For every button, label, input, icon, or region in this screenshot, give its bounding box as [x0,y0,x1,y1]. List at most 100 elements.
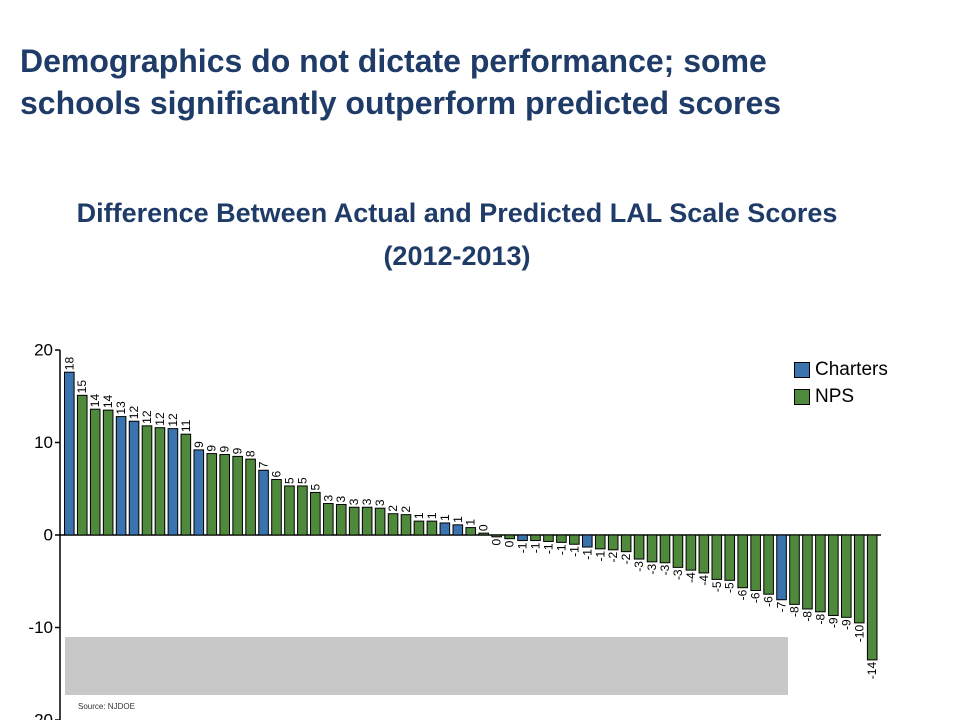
bar-data-label: -6 [762,596,776,607]
chart-title-line1: Difference Between Actual and Predicted … [76,198,838,228]
legend-swatch-charters [794,361,810,378]
bar-data-label: -9 [826,617,840,628]
bar [763,534,774,595]
bar-data-label: -8 [813,613,827,624]
bar-data-label: 0 [477,524,491,531]
legend-swatch-nps [794,388,810,405]
bar [258,469,269,536]
bar-data-label: -8 [788,606,802,617]
bar-data-label: 12 [127,406,141,420]
legend-item-charters: Charters [794,356,888,383]
bar [271,479,282,536]
bar-data-label: -2 [619,553,633,564]
bar-data-label: -4 [684,572,698,583]
bar-data-label: -1 [580,549,594,560]
bar [64,371,75,536]
bar [478,532,489,536]
bar-data-label: 14 [101,394,115,408]
bar-data-label: -1 [516,542,530,553]
slide-title-line2: schools significantly outperform predict… [20,85,782,121]
bar-data-label: 9 [205,445,219,452]
bar-data-label: 12 [140,410,154,424]
bar [828,534,839,616]
bar [141,425,153,536]
bar-data-label: 2 [386,505,400,512]
bar-data-label: -5 [723,582,737,593]
bar [465,527,477,536]
y-tick-label: -10 [28,618,53,637]
bar-data-label: 14 [88,394,102,408]
bar [724,534,736,581]
bar-data-label: 11 [179,419,193,432]
bar-data-label: 1 [451,516,465,523]
bar-data-label: 3 [347,498,361,505]
bar [594,534,606,550]
bar-data-label: -3 [632,561,646,572]
bar-data-label: -2 [606,551,620,562]
bar [698,534,710,574]
bar [284,485,295,536]
bar [646,534,658,563]
bar-data-label: -3 [671,569,685,580]
slide-title: Demographics do not dictate performance;… [20,40,940,124]
bar [76,394,88,536]
bar-data-label: 6 [270,471,284,478]
bar [853,534,865,624]
bar [387,513,399,536]
bar [841,534,852,618]
bar [89,408,101,536]
legend-item-nps: NPS [794,383,888,410]
bar [866,534,878,661]
bar-data-label: 1 [464,519,478,526]
bar-data-label: -5 [710,581,724,592]
bar-data-label: 3 [334,495,348,502]
bar-data-label: 0 [490,539,504,546]
chart-title: Difference Between Actual and Predicted … [0,192,914,278]
bar [206,453,218,536]
bar [219,454,230,536]
bar-data-label: -1 [567,546,581,557]
bar-data-label: 1 [412,512,426,519]
bar-data-label: 2 [399,506,413,513]
bar-data-label: -6 [749,592,763,603]
bar [335,503,347,536]
bar [426,520,438,536]
bar-data-label: -1 [529,542,543,553]
bar-data-label: 12 [166,413,180,427]
bar-data-label: -10 [852,625,866,643]
bar-data-label: -8 [800,611,814,622]
bar [413,520,425,536]
bar-data-label: 12 [153,412,167,426]
bar-data-label: 1 [438,514,452,521]
bar [569,534,580,545]
bar [102,409,114,536]
bar [530,534,541,542]
bar [245,458,256,536]
bar [374,507,386,536]
bar [776,534,787,601]
bar [517,534,528,542]
bar [180,433,192,536]
bar-data-label: -1 [593,551,607,562]
chart-legend: Charters NPS [794,356,888,410]
bar [789,534,800,605]
legend-label-nps: NPS [815,385,855,407]
bar [297,485,308,536]
bar-data-label: 7 [257,461,271,468]
bar-data-label: 5 [308,483,322,490]
bar-data-label: 15 [75,380,89,394]
bar-data-label: 1 [425,512,439,519]
bar-data-label: 0 [503,540,517,547]
legend-label-charters: Charters [815,358,888,380]
bar [128,420,140,536]
bar-data-label: 13 [114,401,128,415]
bar [711,534,723,580]
y-tick-label: 20 [34,341,53,360]
y-tick-label: -20 [28,711,53,720]
bar-data-label: -1 [541,543,555,554]
bar [504,534,515,540]
chart-title-line2: (2012-2013) [383,241,531,271]
bar [310,491,321,536]
bar-data-label: 9 [218,446,232,453]
source-box [65,637,788,695]
